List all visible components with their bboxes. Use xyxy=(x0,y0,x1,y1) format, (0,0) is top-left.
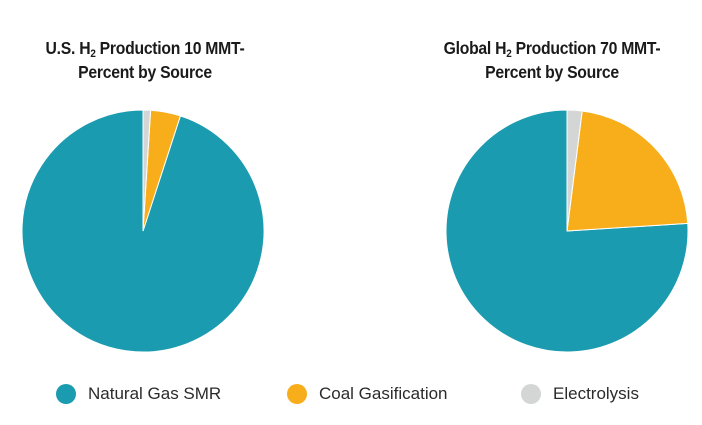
global-title-suffix: Production 70 MMT- xyxy=(511,38,661,58)
legend-item-natural-gas-smr: Natural Gas SMR xyxy=(56,384,221,404)
legend-item-electrolysis: Electrolysis xyxy=(521,384,639,404)
legend-item-coal-gasification: Coal Gasification xyxy=(287,384,448,404)
global-pie-slice-electrolysis xyxy=(566,109,583,232)
legend: Natural Gas SMR Coal Gasification Electr… xyxy=(0,384,702,414)
legend-swatch-electrolysis xyxy=(521,384,541,404)
us-chart-title: U.S. H2 Production 10 MMT- Percent by So… xyxy=(15,36,276,84)
us-title-suffix: Production 10 MMT- xyxy=(95,38,245,58)
legend-label-electrolysis: Electrolysis xyxy=(553,384,639,403)
legend-swatch-natural-gas-smr xyxy=(56,384,76,404)
global-title-subscript: 2 xyxy=(506,48,512,60)
us-title-subscript: 2 xyxy=(90,48,96,60)
legend-label-natural-gas-smr: Natural Gas SMR xyxy=(88,384,222,403)
us-pie-slice-electrolysis xyxy=(142,109,152,232)
global-pie-slice-coal-gasification xyxy=(566,110,689,232)
us-title-prefix: U.S. H xyxy=(45,38,91,58)
legend-label-coal-gasification: Coal Gasification xyxy=(319,384,448,403)
global-title-prefix: Global H xyxy=(443,38,507,58)
us-title-line2: Percent by Source xyxy=(78,62,212,82)
legend-swatch-coal-gasification xyxy=(287,384,307,404)
global-title-line2: Percent by Source xyxy=(485,62,619,82)
global-chart-title: Global H2 Production 70 MMT- Percent by … xyxy=(417,36,687,84)
